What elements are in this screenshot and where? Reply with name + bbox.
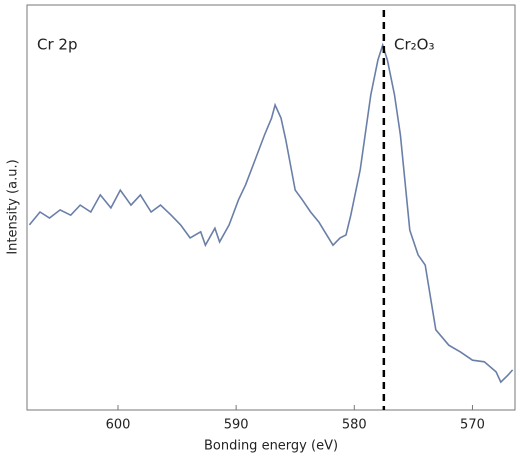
x-tick-label: 580 [342, 418, 367, 433]
x-tick-label: 590 [224, 418, 249, 433]
annotation: Cr₂O₃ [394, 36, 434, 54]
annotation: Cr 2p [37, 36, 77, 54]
plot-frame [26, 4, 516, 411]
y-axis-label: Intensity (a.u.) [6, 159, 21, 254]
x-axis-label: Bonding energy (eV) [204, 439, 338, 454]
data-line [28, 42, 514, 384]
x-tick-label: 600 [106, 418, 131, 433]
x-tick-label: 570 [460, 418, 485, 433]
